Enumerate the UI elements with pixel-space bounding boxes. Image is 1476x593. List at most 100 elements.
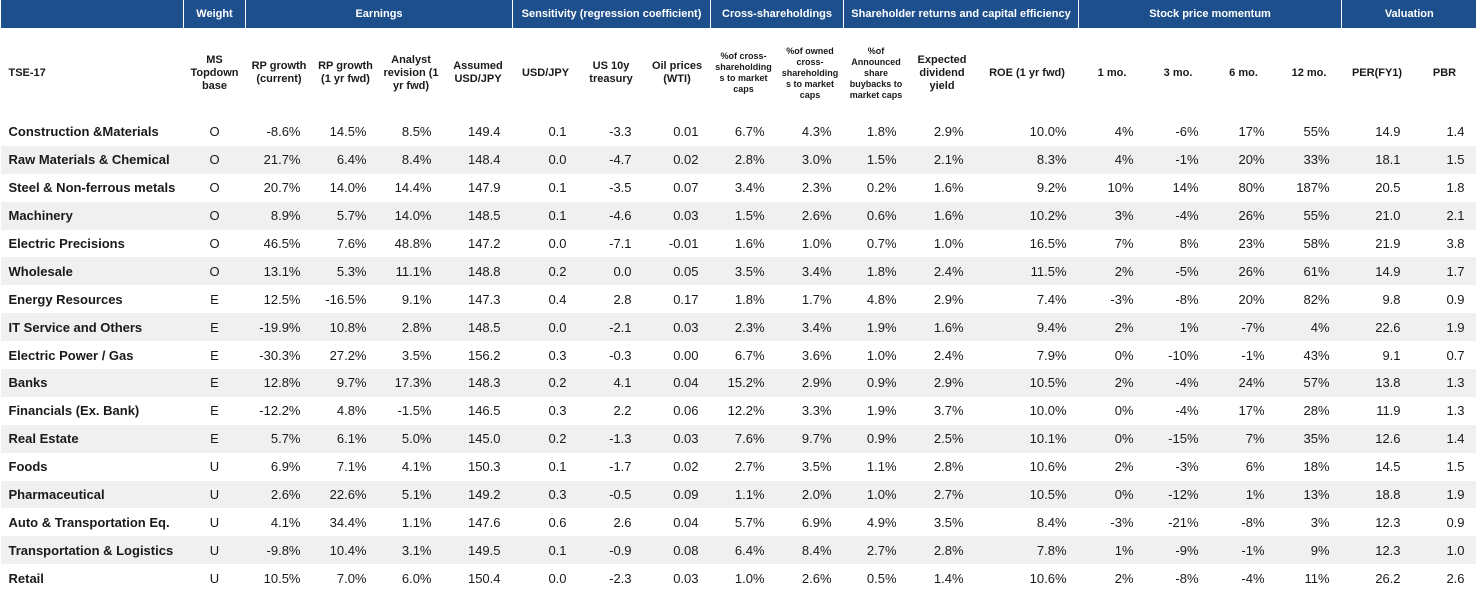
cell: 2.7% — [734, 459, 765, 475]
table-row: Construction &Materials O -8.6% 14.5% 8.5% 14… — [1, 118, 1476, 146]
column-header: %of Announced share buybacks to market c… — [849, 45, 903, 100]
cell: 147.2 — [467, 236, 501, 251]
cell: 5.7% — [734, 514, 765, 530]
cell: 2.0% — [776, 480, 844, 509]
column-header: Expected dividend yield — [917, 53, 967, 92]
cell: 4.8% — [336, 403, 367, 419]
sector-name: Steel & Non-ferrous metals — [8, 180, 176, 196]
cell: -0.3 — [609, 347, 632, 363]
cell: 3.5% — [401, 347, 432, 363]
cell: -9.8% — [245, 536, 313, 565]
cell: 148.8 — [443, 257, 513, 286]
cell: 0.2 — [512, 424, 579, 453]
cell: 22.6% — [312, 480, 379, 509]
table-row: Machinery O 8.9% 5.7% 14.0% 148.5 0.1 -4.6 0.03 1… — [0, 201, 1476, 230]
cell: 11.5% — [975, 257, 1079, 286]
column-header: Analyst revision (1 yr fwd) — [383, 53, 439, 92]
cell: E — [183, 369, 246, 397]
sector-name: Electric Precisions — [8, 236, 125, 251]
cell: 17.3% — [378, 369, 444, 397]
table-row: Electric Power / Gas E -30.3% 27.2% 3.5% 156.… — [1, 341, 1476, 369]
cell: 8% — [1179, 236, 1199, 251]
cell: 14.5 — [1375, 459, 1401, 475]
column-header: %of owned cross-shareholding s to market… — [781, 45, 839, 100]
cell: 6.9% — [801, 514, 832, 530]
cell: 0.02 — [643, 145, 711, 174]
cell: 1.0 — [1412, 536, 1476, 565]
cell: 21.0 — [1341, 201, 1413, 230]
cell: 1% — [1210, 480, 1277, 509]
sector-name: Banks — [0, 369, 184, 397]
cell: 4% — [1276, 313, 1342, 342]
cell: 0.0 — [548, 570, 567, 586]
cell: 2.4% — [933, 347, 964, 363]
cell: 3.3% — [801, 403, 832, 419]
cell: 61% — [1276, 257, 1342, 286]
cell: 0.03 — [643, 201, 711, 230]
cell: 58% — [1303, 236, 1330, 251]
cell: 7.4% — [1036, 291, 1067, 307]
cell: 80% — [1238, 180, 1265, 196]
cell: O — [209, 180, 220, 196]
cell: 1.0% — [801, 236, 832, 251]
cell: 1.0% — [866, 347, 897, 363]
cell: 8.4% — [776, 536, 844, 565]
cell: 0.02 — [673, 459, 699, 475]
cell: 0.17 — [673, 291, 699, 307]
cell: 1.1% — [401, 514, 432, 530]
cell: 3.6% — [801, 347, 832, 363]
cell: -30.3% — [259, 347, 301, 363]
cell: 9.8 — [1382, 291, 1401, 307]
cell: 2.9% — [908, 369, 976, 397]
cell: -3.3 — [609, 124, 632, 140]
cell: 0.0 — [512, 145, 579, 174]
cell: 1.6% — [908, 201, 976, 230]
sector-name: Real Estate — [0, 424, 184, 453]
sector-name: Machinery — [0, 201, 184, 230]
cell: 18.8 — [1341, 480, 1413, 509]
cell: 12.3 — [1375, 514, 1401, 530]
cell: 5.3% — [312, 257, 379, 286]
group-header: Cross-shareholdings — [710, 0, 844, 28]
cell: 3.1% — [378, 536, 444, 565]
cell: -4.6 — [578, 201, 644, 230]
cell: 11.1% — [378, 257, 444, 286]
cell: 7.9% — [1036, 347, 1067, 363]
cell: U — [183, 536, 246, 565]
cell: 7% — [1114, 236, 1134, 251]
cell: 2.8% — [378, 313, 444, 342]
cell: 0.2% — [866, 180, 897, 196]
cell: -16.5% — [325, 291, 367, 307]
cell: 2% — [1078, 313, 1146, 342]
cell: 4.9% — [866, 514, 897, 530]
cell: 2.9% — [933, 291, 964, 307]
cell: 55% — [1303, 124, 1330, 140]
cell: 0.1 — [512, 201, 579, 230]
cell: 2% — [1114, 570, 1134, 586]
cell: E — [210, 347, 219, 363]
cell: 0.2 — [512, 369, 579, 397]
cell: 1.6% — [734, 236, 765, 251]
cell: -1% — [1210, 536, 1277, 565]
cell: 43% — [1303, 347, 1330, 363]
cell: 4.1% — [270, 514, 301, 530]
cell: 2.7% — [843, 536, 909, 565]
cell: 10.1% — [975, 424, 1079, 453]
cell: 57% — [1276, 369, 1342, 397]
cell: 1.5 — [1446, 459, 1465, 475]
cell: 3.5% — [801, 459, 832, 475]
cell: 4.1% — [401, 459, 432, 475]
cell: 0% — [1114, 403, 1134, 419]
cell: 28% — [1303, 403, 1330, 419]
cell: 1.9% — [866, 403, 897, 419]
cell: 2% — [1114, 459, 1134, 475]
column-header: PBR — [1432, 66, 1457, 79]
cell: 0.2 — [512, 257, 579, 286]
cell: 1.9% — [843, 313, 909, 342]
cell: 0.7% — [866, 236, 897, 251]
cell: 7.0% — [336, 570, 367, 586]
cell: 4% — [1114, 124, 1134, 140]
sector-name: Foods — [8, 459, 48, 475]
cell: 2.3% — [710, 313, 777, 342]
